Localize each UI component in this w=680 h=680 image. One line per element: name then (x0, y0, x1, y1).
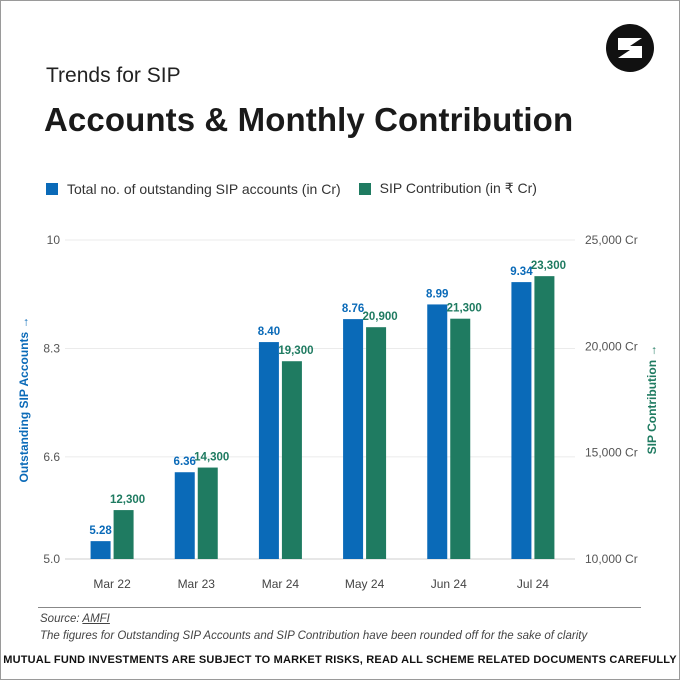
right-axis-title: SIP Contribution → (645, 345, 659, 455)
bar-contribution (281, 361, 302, 559)
x-tick-label: Jun 24 (431, 577, 467, 591)
x-tick-label: May 24 (345, 577, 385, 591)
left-tick-label: 8.3 (43, 341, 60, 355)
x-tick-label: Mar 23 (178, 577, 216, 591)
chart-title: Accounts & Monthly Contribution (44, 101, 574, 138)
right-tick-label: 20,000 Cr (585, 339, 638, 353)
legend-item-contribution: SIP Contribution (in ₹ Cr) (358, 180, 537, 197)
brand-logo-icon (606, 24, 654, 72)
right-tick-label: 25,000 Cr (585, 233, 638, 247)
left-tick-label: 10 (47, 233, 61, 247)
data-label-contribution: 14,300 (194, 452, 229, 464)
data-label-accounts: 8.99 (426, 288, 448, 300)
bar-accounts (343, 319, 364, 559)
x-tick-label: Mar 22 (93, 577, 131, 591)
left-tick-label: 6.6 (43, 450, 60, 464)
data-label-accounts: 6.36 (174, 456, 196, 468)
right-tick-label: 15,000 Cr (585, 446, 638, 460)
legend-label-contribution: SIP Contribution (in ₹ Cr) (379, 180, 537, 196)
bar-chart: 5.0 6.6 8.3 10 10,000 Cr 15,000 Cr 20,000 Cr 25… (17, 233, 659, 591)
x-tick-label: Jul 24 (517, 577, 549, 591)
chart-legend: Total no. of outstanding SIP accounts (i… (46, 180, 555, 197)
x-tick-label: Mar 24 (262, 577, 300, 591)
bar-contribution (366, 327, 387, 559)
left-tick-label: 5.0 (43, 552, 60, 566)
data-label-contribution: 12,300 (110, 494, 145, 506)
left-axis-title: Outstanding SIP Accounts → (17, 316, 31, 482)
data-label-contribution: 21,300 (447, 303, 482, 315)
data-label-contribution: 20,900 (362, 311, 397, 323)
bar-accounts (174, 472, 195, 559)
bar-accounts (90, 541, 111, 559)
data-label-accounts: 5.28 (89, 525, 112, 537)
bar-contribution (197, 467, 218, 559)
bar-accounts (427, 304, 448, 559)
data-label-accounts: 8.40 (258, 326, 280, 338)
chart-subtitle: Trends for SIP (46, 64, 181, 87)
disclaimer: MUTUAL FUND INVESTMENTS ARE SUBJECT TO M… (3, 654, 677, 666)
source-link[interactable]: AMFI (82, 613, 110, 625)
bar-accounts (511, 282, 532, 559)
bar-contribution (534, 276, 555, 559)
bar-accounts (258, 342, 279, 559)
rounding-note: The figures for Outstanding SIP Accounts… (40, 630, 588, 642)
legend-swatch-accounts (46, 182, 58, 195)
source-prefix: Source: (40, 613, 83, 625)
data-label-contribution: 19,300 (278, 345, 313, 357)
bar-contribution (450, 318, 471, 559)
data-label-accounts: 9.34 (510, 266, 533, 278)
data-label-contribution: 23,300 (531, 260, 566, 272)
legend-item-accounts: Total no. of outstanding SIP accounts (i… (46, 181, 341, 197)
footer-divider (38, 607, 641, 608)
legend-label-accounts: Total no. of outstanding SIP accounts (i… (67, 180, 341, 197)
source-line: Source: AMFI (40, 613, 110, 625)
bar-contribution (113, 510, 134, 559)
data-label-accounts: 8.76 (342, 303, 364, 315)
right-tick-label: 10,000 Cr (585, 552, 638, 566)
legend-swatch-contribution (358, 182, 371, 195)
